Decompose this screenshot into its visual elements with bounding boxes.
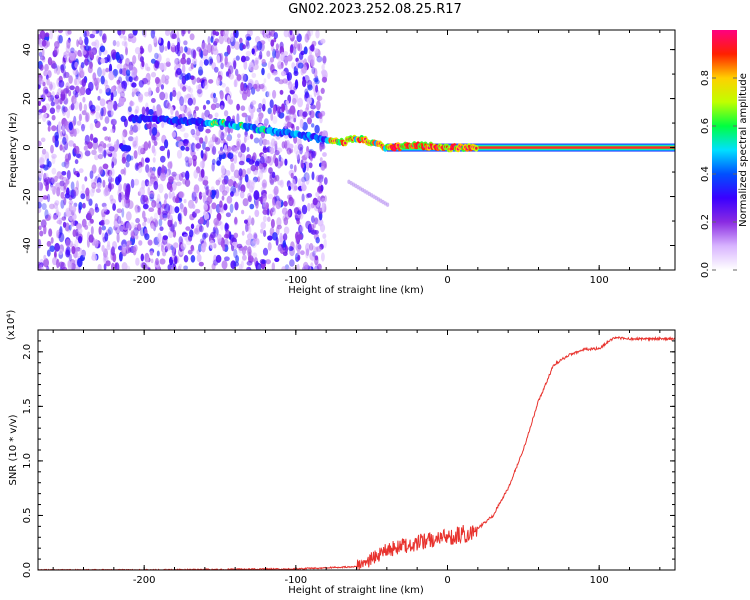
colorbar-tick-label: 0.8	[700, 70, 711, 86]
snr-xlabel: Height of straight line (km)	[288, 585, 424, 596]
y-tick-label: -40	[22, 237, 33, 253]
snr-ylabel: SNR (10 * v/v)	[8, 414, 19, 485]
colorbar-tick-label: 0.0	[700, 262, 711, 278]
ridge-track	[119, 114, 675, 153]
y-tick-label: 20	[22, 92, 33, 105]
y-tick-label: -20	[22, 188, 33, 204]
colorbar-gradient	[712, 30, 737, 270]
x-tick-label: -200	[133, 575, 156, 586]
snr-panel: -200 -100 0 100 0.0 0.5 1.0 1.5 2.0 Height of st…	[6, 310, 676, 596]
x-tick-label: 0	[444, 575, 450, 586]
noise-field	[38, 30, 390, 270]
y-tick-label: 0	[22, 144, 33, 150]
x-tick-label: 100	[590, 575, 609, 586]
colorbar: 0.0 0.2 0.4 0.6 0.8 Normalized spectral ampl…	[700, 30, 749, 278]
x-tick-label: -100	[284, 275, 307, 286]
colorbar-tick-label: 0.6	[700, 118, 711, 134]
figure-title: GN02.2023.252.08.25.R17	[288, 2, 462, 17]
x-tick-label: 0	[444, 275, 450, 286]
y-tick-label: 1.5	[22, 398, 33, 414]
y-tick-label: 2.0	[22, 344, 33, 360]
colorbar-label: Normalized spectral amplitude	[738, 73, 749, 227]
colorbar-ticks: 0.0 0.2 0.4 0.6 0.8	[700, 70, 737, 278]
snr-multiplier: (x10⁴)	[6, 310, 17, 341]
spectrogram-xlabel: Height of straight line (km)	[288, 285, 424, 296]
y-tick-label: 0.5	[22, 508, 33, 524]
snr-axes: -200 -100 0 100 0.0 0.5 1.0 1.5 2.0	[22, 330, 675, 586]
y-tick-label: 1.0	[22, 453, 33, 469]
colorbar-tick-label: 0.4	[700, 166, 711, 182]
y-tick-label: 0.0	[22, 562, 33, 578]
snr-background	[38, 330, 675, 570]
y-tick-label: 40	[22, 43, 33, 56]
spectrogram-ylabel: Frequency (Hz)	[8, 112, 19, 188]
x-tick-label: 100	[590, 275, 609, 286]
x-tick-label: -100	[284, 575, 307, 586]
x-tick-label: -200	[133, 275, 156, 286]
colorbar-tick-label: 0.2	[700, 214, 711, 230]
